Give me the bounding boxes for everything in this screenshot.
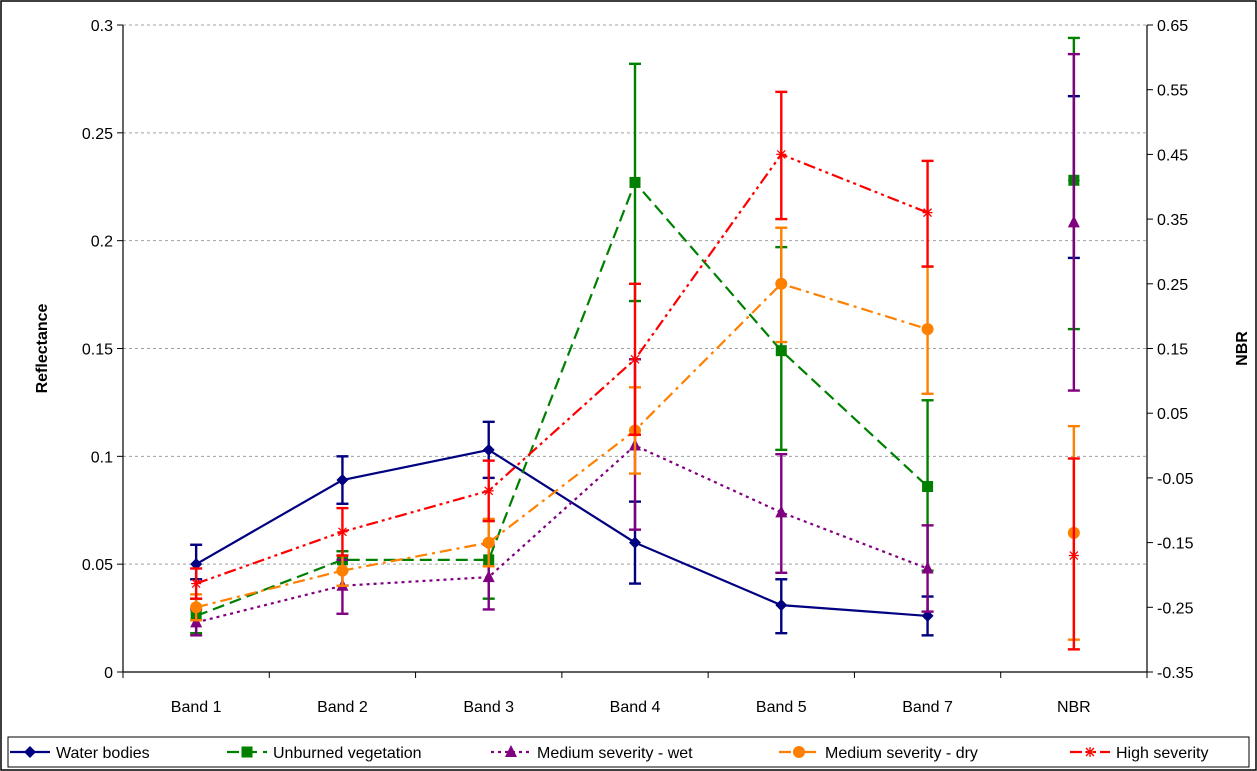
y-tick-label: 0.15 xyxy=(82,342,113,359)
data-point xyxy=(630,354,640,365)
data-point xyxy=(629,176,641,188)
y2-tick-label: -0.15 xyxy=(1157,536,1194,553)
data-point xyxy=(775,277,788,290)
x-tick-label: Band 1 xyxy=(171,699,222,716)
y2-tick-label: -0.35 xyxy=(1157,665,1194,682)
x-tick-label: Band 5 xyxy=(756,699,807,716)
x-tick-label: NBR xyxy=(1057,699,1091,716)
data-point xyxy=(482,443,495,456)
y-tick-label: 0.05 xyxy=(82,557,113,574)
data-point xyxy=(921,561,934,574)
data-point xyxy=(336,564,349,577)
y-tick-label: 0.25 xyxy=(82,126,113,143)
legend-swatch-marker xyxy=(241,746,253,758)
y2-tick-label: 0.05 xyxy=(1157,406,1188,423)
axes: 0 0.05 0.1 0.15 0.2 0.25 0.3 -0.35 -0.25 -0.15 -0.… xyxy=(82,18,1194,716)
y-tick-label: 0 xyxy=(104,665,113,682)
y2-tick-label: 0.25 xyxy=(1157,277,1188,294)
series-high-severity xyxy=(190,90,1080,651)
series-layer xyxy=(190,36,1080,651)
data-point xyxy=(922,481,934,493)
y2-tick-label: 0.55 xyxy=(1157,83,1188,100)
nbr-data-point xyxy=(1068,550,1079,561)
data-point xyxy=(921,609,934,622)
legend-swatch-marker xyxy=(505,745,517,757)
x-tick-label: Band 7 xyxy=(902,699,953,716)
legend-item-unburned-vegetation: Unburned vegetation xyxy=(227,745,422,762)
legend-box xyxy=(7,736,1250,768)
series-line-unburned-vegetation xyxy=(195,180,929,617)
y2-tick-label: 0.15 xyxy=(1157,342,1188,359)
y2-tick-label: 0.45 xyxy=(1157,147,1188,164)
legend-swatch-marker xyxy=(793,746,805,758)
x-tick-label: Band 4 xyxy=(610,699,661,716)
data-point xyxy=(190,601,203,614)
data-point xyxy=(629,536,641,549)
legend-label: Water bodies xyxy=(56,745,150,762)
y-axis-title: Reflectance xyxy=(34,303,51,393)
legend-label: Medium severity - dry xyxy=(825,745,978,762)
data-point xyxy=(922,207,933,218)
data-point xyxy=(190,558,203,571)
y2-tick-label: -0.25 xyxy=(1157,600,1194,617)
x-tick-label: Band 3 xyxy=(463,699,514,716)
data-point xyxy=(337,526,348,537)
y2-axis-title: NBR xyxy=(1234,331,1251,366)
series-line-medium-severity-wet xyxy=(195,444,928,624)
data-point xyxy=(776,149,787,160)
data-point xyxy=(775,345,787,357)
data-point xyxy=(483,485,494,496)
data-point xyxy=(921,323,934,336)
series-line-high-severity xyxy=(195,153,928,585)
legend-label: Medium severity - wet xyxy=(537,745,693,762)
data-point xyxy=(191,578,202,589)
legend-item-medium-severity-dry: Medium severity - dry xyxy=(779,745,978,762)
series-line-water-bodies xyxy=(195,448,928,618)
x-tick-label: Band 2 xyxy=(317,699,368,716)
legend-item-water-bodies: Water bodies xyxy=(10,745,150,762)
data-point xyxy=(775,599,788,612)
data-point xyxy=(482,570,495,583)
y2-tick-label: -0.05 xyxy=(1157,471,1194,488)
y-tick-label: 0.2 xyxy=(91,234,113,251)
y-tick-label: 0.1 xyxy=(91,449,113,466)
data-point xyxy=(775,505,788,518)
legend-swatch-marker xyxy=(24,746,36,758)
series-line-medium-severity-dry xyxy=(195,282,928,609)
legend-swatch-marker xyxy=(1085,747,1095,757)
data-point xyxy=(336,474,349,487)
data-point xyxy=(482,536,495,549)
y2-tick-label: 0.65 xyxy=(1157,18,1188,35)
legend-label: High severity xyxy=(1116,745,1208,762)
y-tick-label: 0.3 xyxy=(91,18,113,35)
legend-label: Unburned vegetation xyxy=(273,745,422,762)
legend-item-high-severity: High severity xyxy=(1070,745,1208,762)
nbr-data-point xyxy=(1067,215,1080,228)
y2-tick-label: 0.35 xyxy=(1157,212,1188,229)
legend: Water bodies Unburned vegetation Medium se… xyxy=(7,736,1250,768)
legend-item-medium-severity-wet: Medium severity - wet xyxy=(491,745,693,762)
